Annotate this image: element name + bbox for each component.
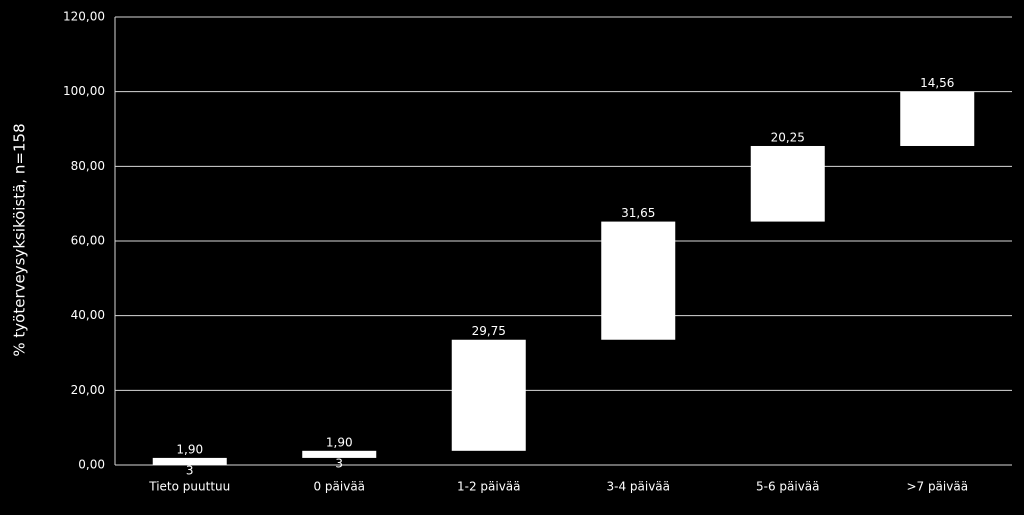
value-label: 20,25 xyxy=(771,130,805,144)
y-axis-label: % työterveysyksiköistä, n=158 xyxy=(11,123,29,356)
x-tick-label: 0 päivää xyxy=(313,480,365,494)
bar xyxy=(302,450,377,458)
x-tick-label: Tieto puuttuu xyxy=(148,480,230,494)
y-tick-label: 60,00 xyxy=(71,234,105,248)
bar xyxy=(750,145,825,222)
secondary-label: 3 xyxy=(186,464,194,478)
y-tick-label: 20,00 xyxy=(71,383,105,397)
value-label: 1,90 xyxy=(326,435,353,449)
value-label: 29,75 xyxy=(472,324,506,338)
bar xyxy=(601,221,676,340)
x-tick-label: >7 päivää xyxy=(906,480,968,494)
x-tick-label: 1-2 päivää xyxy=(457,480,521,494)
y-tick-label: 120,00 xyxy=(63,10,105,24)
x-tick-label: 3-4 päivää xyxy=(606,480,670,494)
value-label: 31,65 xyxy=(621,206,655,220)
bar xyxy=(900,91,975,146)
y-tick-label: 80,00 xyxy=(71,159,105,173)
bar xyxy=(451,339,526,451)
bar xyxy=(152,457,227,465)
value-label: 14,56 xyxy=(920,76,954,90)
y-tick-label: 0,00 xyxy=(78,458,105,472)
y-tick-label: 100,00 xyxy=(63,84,105,98)
x-tick-label: 5-6 päivää xyxy=(756,480,820,494)
y-tick-label: 40,00 xyxy=(71,308,105,322)
value-label: 1,90 xyxy=(176,442,203,456)
secondary-label: 3 xyxy=(335,456,343,470)
